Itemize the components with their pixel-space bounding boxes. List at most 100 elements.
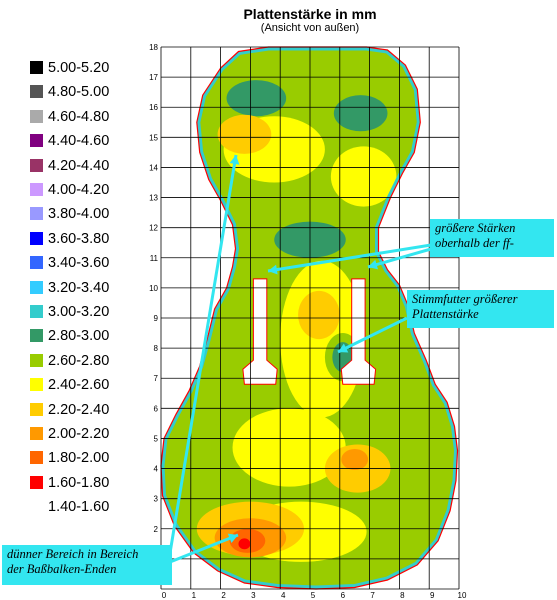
legend-swatch	[30, 61, 43, 74]
legend-entry: 4.20-4.40	[30, 156, 170, 176]
legend-label: 2.40-2.60	[48, 377, 110, 394]
x-tick-label: 8	[400, 591, 405, 600]
annotation-line: der Baßbalken-Enden	[7, 562, 117, 576]
legend-label: 5.00-5.20	[48, 60, 110, 76]
legend-entry: 2.60-2.80	[30, 351, 170, 371]
legend-entry: 3.60-3.80	[30, 229, 170, 249]
legend-label: 3.20-3.40	[48, 279, 110, 296]
legend-swatch	[30, 305, 43, 318]
annotation-upper-thickness: größere Stärken oberhalb der ff-	[430, 219, 554, 257]
y-tick-label: 11	[150, 254, 159, 263]
legend-entry: 3.00-3.20	[30, 302, 170, 322]
legend-label: 2.60-2.80	[48, 352, 110, 369]
legend-swatch	[30, 329, 43, 343]
annotation-line: oberhalb der ff-	[435, 236, 514, 250]
legend-entry: 2.00-2.20	[30, 424, 170, 444]
y-tick-label: 15	[149, 133, 158, 142]
legend-label: 3.00-3.20	[48, 304, 110, 320]
y-tick-label: 16	[149, 103, 158, 112]
arrow-bassbar-upper-head	[229, 155, 240, 165]
thickness-region	[226, 80, 287, 117]
legend-swatch	[30, 427, 43, 440]
arrow-upper-right-head	[368, 259, 379, 270]
x-tick-label: 4	[281, 591, 286, 600]
y-tick-label: 2	[154, 525, 159, 534]
legend-label: 4.80-5.00	[48, 84, 110, 101]
x-tick-label: 9	[430, 591, 435, 600]
legend-label: 2.80-3.00	[48, 328, 110, 345]
legend-entry: 2.40-2.60	[30, 375, 170, 395]
x-tick-label: 0	[162, 591, 167, 600]
x-tick-label: 7	[370, 591, 375, 600]
y-tick-label: 5	[154, 434, 159, 443]
thickness-region	[341, 448, 369, 471]
f-hole-left	[242, 278, 278, 385]
legend-entry: 2.20-2.40	[30, 400, 170, 420]
legend-label: 3.80-4.00	[48, 206, 110, 223]
thickness-region	[298, 290, 340, 340]
legend-entry: 3.80-4.00	[30, 204, 170, 224]
thickness-region	[402, 426, 451, 493]
legend-label: 1.60-1.80	[48, 474, 110, 491]
violin-outline	[160, 46, 459, 590]
legend-entry: 2.80-3.00	[30, 326, 170, 346]
chart-subtitle: (Ansicht von außen)	[260, 22, 360, 34]
legend-swatch	[30, 353, 43, 367]
arrow-bassbar-lower	[169, 533, 239, 564]
thickness-region	[238, 538, 251, 550]
y-tick-label: 17	[149, 73, 158, 82]
legend-swatch	[30, 280, 43, 294]
f-hole-right	[340, 278, 377, 385]
legend-label: 4.40-4.60	[48, 133, 110, 150]
annotation-bassbar-ends: dünner Bereich in Bereich der Baßbalken-…	[2, 545, 172, 585]
annotation-line: dünner Bereich in Bereich	[7, 547, 139, 561]
y-tick-label: 18	[149, 43, 158, 52]
legend-entry: 1.60-1.80	[30, 473, 170, 493]
arrow-bassbar-upper	[168, 154, 238, 554]
x-tick-label: 3	[251, 591, 256, 600]
legend-label: 3.40-3.60	[48, 255, 110, 272]
legend-entry: 4.80-5.00	[30, 82, 170, 102]
arrow-soundpost-head	[338, 343, 349, 353]
legend-swatch	[30, 402, 43, 416]
legend-label: 4.00-4.20	[48, 182, 110, 198]
x-tick-label: 10	[458, 591, 467, 600]
legend-label: 3.60-3.80	[48, 230, 110, 247]
x-tick-label: 2	[221, 591, 226, 600]
legend-swatch	[30, 85, 43, 99]
annotation-line: größere Stärken	[435, 221, 516, 235]
thickness-region	[330, 146, 397, 207]
legend-swatch	[30, 109, 43, 123]
thickness-region	[184, 423, 233, 484]
legend-entry: 5.00-5.20	[30, 58, 170, 78]
thickness-region	[232, 408, 346, 487]
legend-swatch	[30, 231, 43, 245]
legend-swatch	[30, 256, 43, 270]
annotation-soundpost-patch: Stimmfutter größerer Plattenstärke	[407, 290, 554, 328]
y-tick-label: 10	[149, 284, 158, 293]
y-tick-label: 7	[154, 374, 159, 383]
legend-swatch	[30, 207, 43, 221]
legend-entry: 3.20-3.40	[30, 278, 170, 298]
x-tick-label: 1	[192, 591, 197, 600]
legend-label: 1.40-1.60	[48, 499, 110, 516]
legend-label: 4.20-4.40	[48, 157, 110, 174]
y-tick-label: 13	[149, 194, 158, 203]
y-tick-label: 14	[149, 163, 158, 172]
legend-entry: 4.40-4.60	[30, 131, 170, 151]
thickness-region	[333, 95, 388, 132]
legend-swatch	[30, 475, 43, 489]
y-tick-label: 6	[154, 404, 159, 413]
legend-swatch	[30, 183, 43, 196]
legend-label: 1.80-2.00	[48, 450, 110, 467]
legend-entry: 3.40-3.60	[30, 253, 170, 273]
x-tick-label: 6	[341, 591, 346, 600]
arrow-upper-left-head	[268, 264, 278, 275]
legend-entry: 4.60-4.80	[30, 107, 170, 127]
arrow-upper-left	[267, 243, 432, 273]
y-tick-label: 9	[154, 314, 159, 323]
thickness-region	[217, 114, 272, 154]
legend-entry: 4.00-4.20	[30, 180, 170, 200]
legend-entry: 1.40-1.60	[30, 497, 170, 517]
legend-swatch	[30, 134, 43, 148]
